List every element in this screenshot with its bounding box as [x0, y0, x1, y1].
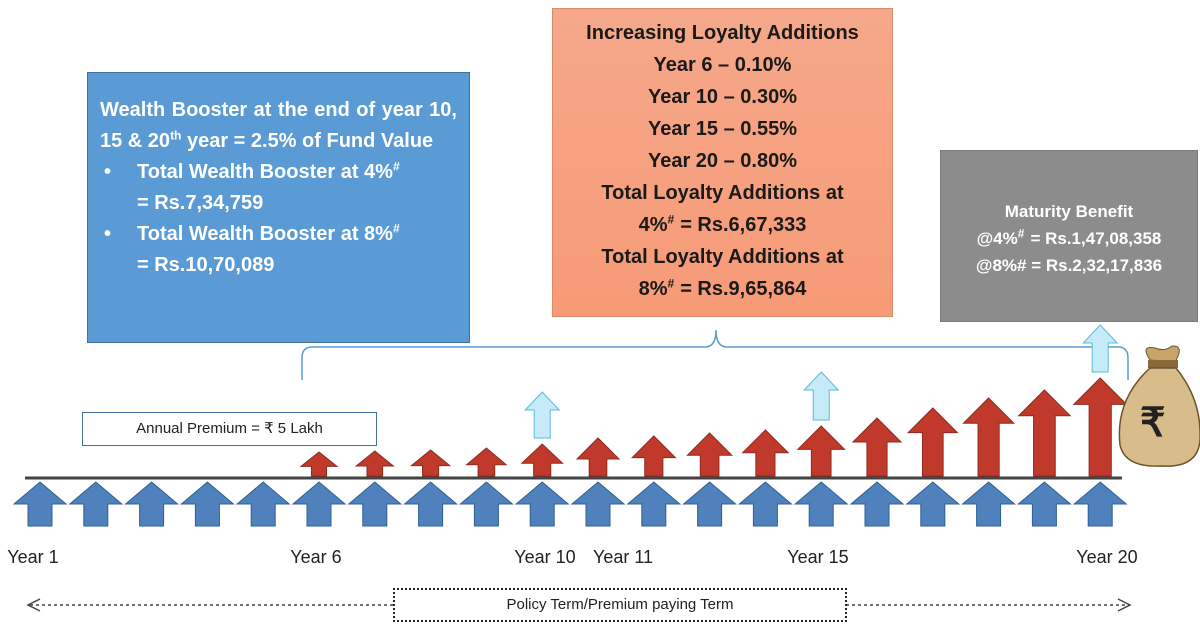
- loyalty-arrow: [577, 438, 619, 476]
- premium-arrow: [907, 482, 959, 526]
- premium-arrow: [739, 482, 791, 526]
- booster-arrow: [1083, 325, 1117, 372]
- loyalty-rate: Year 20 – 0.80%: [553, 145, 892, 177]
- loyalty-total: Total Loyalty Additions at: [553, 241, 892, 273]
- loyalty-arrow: [798, 426, 845, 476]
- loyalty-rate: Year 10 – 0.30%: [553, 81, 892, 113]
- loyalty-arrow: [687, 433, 731, 476]
- amount: = Rs.1,47,08,358: [1030, 229, 1161, 248]
- wealth-booster-list: Total Wealth Booster at 4%#= Rs.7,34,759…: [100, 157, 457, 281]
- heading-text: year = 2.5% of Fund Value: [187, 130, 433, 152]
- premium-arrow: [572, 482, 624, 526]
- year-label: Year 15: [787, 547, 848, 568]
- rate: 4%: [639, 214, 668, 236]
- loyalty-box: Increasing Loyalty Additions Year 6 – 0.…: [552, 8, 893, 317]
- year-label: Year 10: [514, 547, 575, 568]
- maturity-box: Maturity Benefit @4%# = Rs.1,47,08,358 @8…: [940, 150, 1198, 322]
- premium-arrow: [851, 482, 903, 526]
- loyalty-arrow: [632, 436, 675, 476]
- infographic: Wealth Booster at the end of year 10, 15…: [0, 0, 1200, 628]
- term-label: Policy Term/Premium paying Term: [393, 588, 847, 622]
- loyalty-arrow: [522, 444, 563, 476]
- premium-arrow: [181, 482, 233, 526]
- loyalty-arrow: [1019, 390, 1071, 476]
- rate-sup: #: [668, 276, 675, 290]
- premium-arrow: [684, 482, 736, 526]
- loyalty-rate: Year 15 – 0.55%: [553, 113, 892, 145]
- premium-arrow: [963, 482, 1015, 526]
- bullet-text: Total Wealth Booster at 8%: [137, 223, 393, 245]
- loyalty-total: Total Loyalty Additions at: [553, 177, 892, 209]
- heading-sup: th: [170, 128, 181, 142]
- year-label: Year 20: [1076, 547, 1137, 568]
- premium-arrow: [516, 482, 568, 526]
- loyalty-arrow: [301, 452, 337, 476]
- loyalty-arrow: [467, 448, 507, 476]
- year-label: Year 1: [7, 547, 58, 568]
- loyalty-arrow: [908, 408, 957, 476]
- bullet-sup: #: [393, 221, 400, 235]
- wealth-booster-heading: Wealth Booster at the end of year 10, 15…: [100, 95, 457, 157]
- annual-premium: Annual Premium = ₹ 5 Lakh: [82, 412, 377, 446]
- bullet: Total Wealth Booster at 4%# = Rs.7,34,759: [100, 157, 457, 219]
- premium-arrow: [126, 482, 178, 526]
- premium-arrow: [460, 482, 512, 526]
- bag-top: [1146, 346, 1179, 362]
- premium-arrow: [293, 482, 345, 526]
- rate: @4%: [977, 229, 1018, 248]
- bullet-sup: #: [393, 159, 400, 173]
- premium-arrow: [1074, 482, 1126, 526]
- booster-arrow: [804, 372, 838, 420]
- maturity-line: @8%# = Rs.2,32,17,836: [941, 252, 1197, 279]
- rate-sup: #: [668, 212, 675, 226]
- bag-tie: [1148, 360, 1178, 368]
- loyalty-arrow: [853, 418, 901, 476]
- premium-arrow: [795, 482, 847, 526]
- premium-arrow: [405, 482, 457, 526]
- maturity-title: Maturity Benefit: [941, 198, 1197, 225]
- premium-arrow: [628, 482, 680, 526]
- premium-arrow: [1018, 482, 1070, 526]
- rupee-symbol: ₹: [1140, 400, 1165, 446]
- bullet: Total Wealth Booster at 8%# = Rs.10,70,08…: [100, 219, 457, 281]
- loyalty-arrow: [743, 430, 789, 476]
- rate: 8%: [639, 278, 668, 300]
- bullet-text: Total Wealth Booster at 4%: [137, 161, 393, 183]
- amount: = Rs.9,65,864: [680, 278, 806, 300]
- loyalty-title: Increasing Loyalty Additions: [553, 17, 892, 49]
- wealth-booster-box: Wealth Booster at the end of year 10, 15…: [87, 72, 470, 343]
- year-label: Year 11: [593, 547, 653, 568]
- bullet-amount: = Rs.7,34,759: [137, 192, 263, 214]
- loyalty-arrow: [356, 451, 393, 476]
- premium-arrow: [349, 482, 401, 526]
- loyalty-arrow: [411, 450, 449, 476]
- loyalty-arrow: [963, 398, 1013, 476]
- booster-arrow: [525, 392, 559, 438]
- premium-arrow: [70, 482, 122, 526]
- amount: = Rs.6,67,333: [680, 214, 806, 236]
- premium-arrow: [14, 482, 66, 526]
- loyalty-rate: Year 6 – 0.10%: [553, 49, 892, 81]
- loyalty-total-line: 8%# = Rs.9,65,864: [553, 273, 892, 305]
- year-label: Year 6: [290, 547, 341, 568]
- loyalty-arrow: [1074, 378, 1127, 476]
- rate-sup: #: [1018, 226, 1025, 240]
- premium-arrow: [237, 482, 289, 526]
- maturity-line: @4%# = Rs.1,47,08,358: [941, 225, 1197, 252]
- loyalty-total-line: 4%# = Rs.6,67,333: [553, 209, 892, 241]
- bullet-amount: = Rs.10,70,089: [137, 254, 274, 276]
